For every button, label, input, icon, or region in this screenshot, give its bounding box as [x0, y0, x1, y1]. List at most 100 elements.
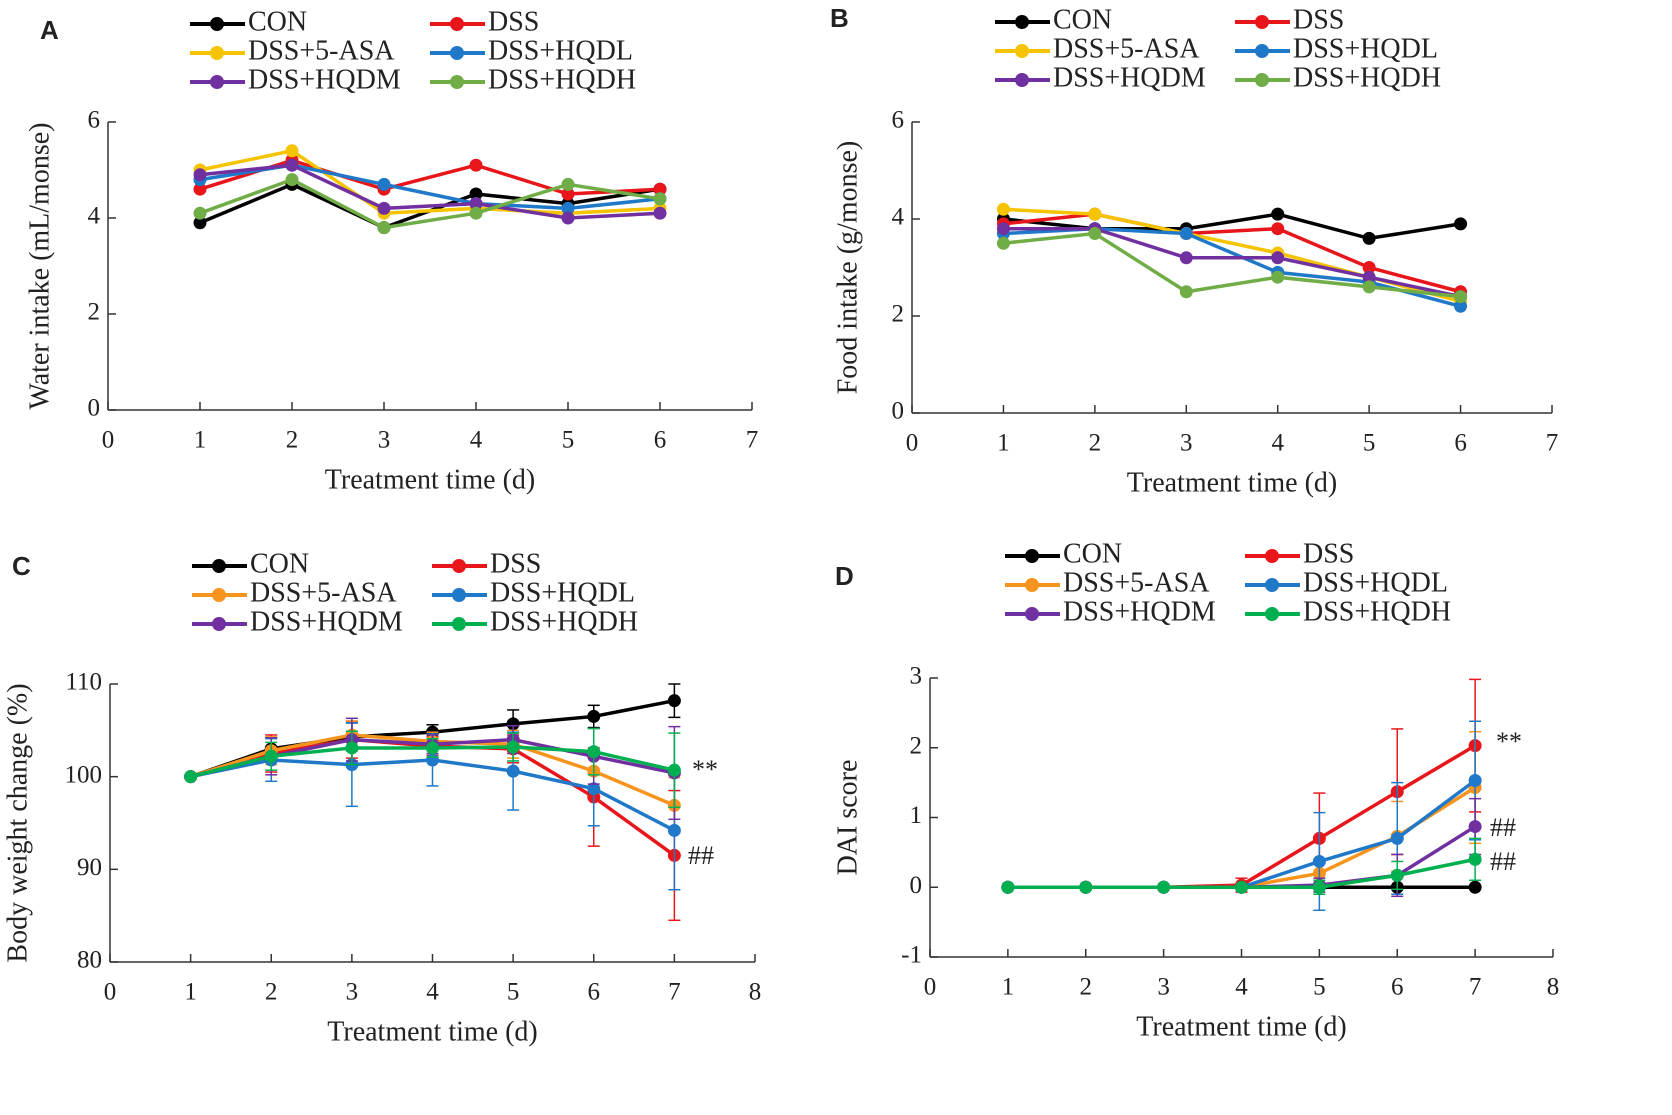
marker	[506, 764, 520, 778]
marker	[285, 158, 299, 172]
legend-label: DSS+HQDM	[1053, 62, 1206, 93]
marker	[426, 741, 439, 755]
marker	[193, 168, 207, 182]
x-tick-label: 7	[1546, 430, 1559, 457]
y-axis-title: DAI score	[832, 760, 863, 876]
panel-letter: A	[40, 15, 59, 45]
legend-label: DSS+5-ASA	[248, 35, 395, 66]
legend-label: DSS	[490, 548, 541, 579]
marker	[469, 206, 483, 220]
series-line	[1003, 231, 1461, 299]
marker	[469, 158, 483, 172]
legend-label: CON	[1053, 4, 1112, 35]
marker	[469, 197, 483, 211]
marker	[1179, 251, 1193, 265]
x-tick-label: 3	[346, 979, 359, 1006]
legend-marker	[1025, 549, 1039, 563]
x-tick-label: 0	[104, 979, 117, 1006]
panel-letter: C	[12, 551, 31, 581]
y-axis-title: Food intake (g/monse)	[832, 141, 863, 395]
marker	[506, 717, 520, 731]
legend-marker	[210, 17, 224, 31]
x-tick-label: 3	[378, 427, 391, 454]
marker	[506, 740, 520, 754]
marker	[1454, 299, 1468, 313]
legend-label: DSS+5-ASA	[250, 577, 397, 608]
legend-marker	[450, 46, 464, 60]
legend-label: DSS+5-ASA	[1053, 33, 1200, 64]
y-axis-title: Body weight change (%)	[2, 683, 33, 962]
marker	[1312, 880, 1326, 894]
marker	[1079, 880, 1093, 894]
marker	[1271, 251, 1285, 265]
marker	[653, 182, 667, 196]
y-tick-label: 80	[77, 947, 102, 974]
x-tick-label: 5	[1313, 974, 1326, 1001]
x-axis-title: Treatment time (d)	[1127, 467, 1337, 498]
legend-label: CON	[250, 548, 309, 579]
x-tick-label: 6	[1391, 974, 1404, 1001]
panel: A 0 2 4 6 0 1 2 3 4 5 6 7 Treatment time (d) Water int…	[24, 6, 758, 495]
marker	[653, 206, 667, 220]
y-tick-label: 2	[892, 301, 905, 328]
x-tick-label: 1	[184, 979, 197, 1006]
marker	[1179, 285, 1193, 299]
marker	[667, 823, 681, 837]
legend-label: DSS+HQDM	[1063, 596, 1216, 627]
legend-marker	[1025, 578, 1039, 592]
legend-label: DSS+HQDL	[490, 577, 635, 608]
legend-label: DSS	[1303, 538, 1354, 569]
legend-label: DSS+HQDL	[1293, 33, 1438, 64]
x-tick-label: 5	[1363, 430, 1376, 457]
legend-label: DSS+HQDH	[490, 606, 638, 637]
y-tick-label: 100	[65, 761, 103, 788]
marker	[1468, 852, 1482, 866]
legend-marker	[1265, 549, 1279, 563]
y-tick-label: 2	[910, 732, 923, 759]
x-tick-label: 5	[562, 427, 575, 454]
legend-label: DSS+HQDH	[1293, 62, 1441, 93]
marker	[1454, 290, 1468, 304]
panel: B 0 2 4 6 0 1 2 3 4 5 6 7 Treatment time (d) Food inta…	[830, 3, 1558, 499]
x-tick-label: 4	[1271, 430, 1284, 457]
annotation: ##	[1490, 813, 1516, 842]
x-axis-title: Treatment time (d)	[325, 464, 535, 495]
marker	[285, 173, 299, 187]
legend-marker	[1015, 73, 1029, 87]
x-tick-label: 2	[265, 979, 278, 1006]
marker	[1468, 820, 1482, 834]
marker	[1468, 774, 1482, 788]
x-tick-label: 0	[906, 430, 919, 457]
legend-marker	[1255, 44, 1269, 58]
marker	[996, 222, 1010, 236]
legend-marker	[1015, 15, 1029, 29]
marker	[667, 694, 681, 708]
y-axis-title: Water intake (mL/monse)	[24, 123, 55, 410]
legend-marker	[1265, 607, 1279, 621]
x-axis-title: Treatment time (d)	[327, 1016, 537, 1047]
x-tick-label: 6	[654, 427, 667, 454]
legend-marker	[1015, 44, 1029, 58]
marker	[193, 182, 207, 196]
series-line	[199, 148, 661, 215]
y-tick-label: 3	[910, 663, 923, 690]
series-line	[1003, 226, 1461, 299]
x-tick-label: 6	[1454, 430, 1467, 457]
legend-marker	[212, 559, 226, 573]
x-tick-label: 7	[746, 427, 759, 454]
y-tick-label: 6	[88, 107, 101, 134]
legend-label: DSS+HQDH	[1303, 596, 1451, 627]
y-tick-label: 110	[65, 669, 102, 696]
series-line	[1003, 226, 1462, 308]
legend-marker	[212, 588, 226, 602]
y-tick-label: 90	[77, 854, 102, 881]
y-tick-label: 4	[88, 203, 101, 230]
y-tick-label: 4	[892, 204, 905, 231]
marker	[996, 202, 1010, 216]
x-tick-label: 1	[1002, 974, 1015, 1001]
marker	[469, 187, 483, 201]
marker	[1157, 880, 1171, 894]
panel: C 80 90 100 110 0 1 2 3 4 5 6 7 8 Treatment time (d) Bo…	[2, 548, 761, 1047]
